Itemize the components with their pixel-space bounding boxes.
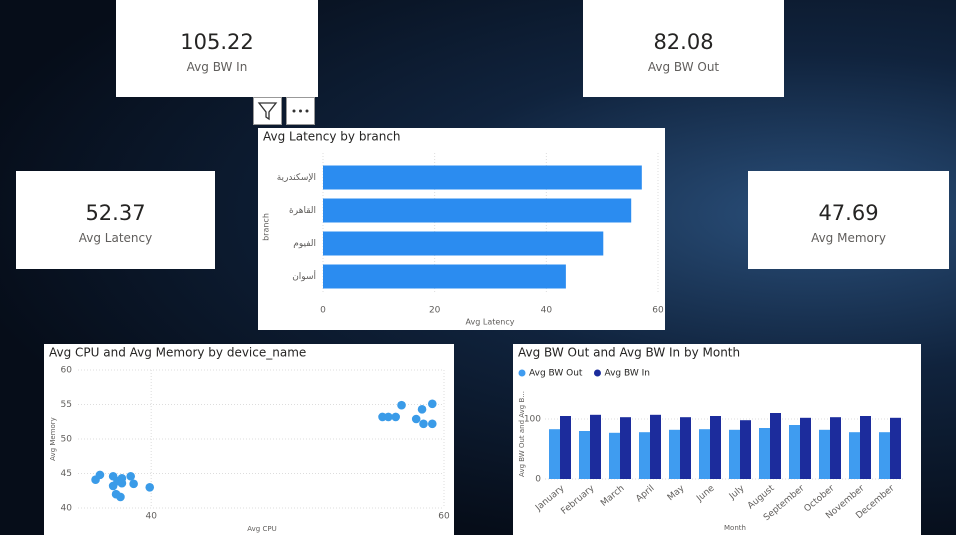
latency-chart: Avg Latency by branch 0 20 40 60 الإسكندرية ال… (258, 128, 665, 330)
kpi-label: Avg Latency (78, 231, 153, 245)
x-tick-label: 0 (320, 306, 326, 316)
x-axis-label: Avg CPU (247, 525, 276, 533)
x-tick-label: 20 (429, 306, 441, 316)
x-tick-label: February (560, 483, 597, 517)
scatter-point (126, 471, 136, 481)
y-axis-label: Avg Memory (49, 417, 57, 461)
legend-label: Avg BW Out (529, 369, 583, 379)
more-options-button[interactable] (286, 97, 315, 125)
scatter-point (417, 405, 427, 414)
x-axis-label: Avg Latency (466, 318, 515, 327)
scatter-point (427, 419, 437, 429)
bar (620, 417, 631, 479)
bar (890, 417, 901, 479)
scatter-point (116, 492, 125, 502)
kpi-label: Avg BW In (186, 60, 248, 74)
bar (323, 198, 632, 223)
bar (323, 264, 566, 289)
bar (609, 432, 620, 479)
bar (849, 432, 860, 479)
y-tick-label: 45 (61, 469, 72, 479)
y-tick-label: القاهرة (289, 206, 316, 216)
legend-marker (593, 369, 601, 377)
x-tick-label: April (634, 484, 656, 505)
chart-title: Avg BW Out and Avg BW In by Month (518, 346, 740, 360)
bar (710, 416, 721, 479)
y-axis-label: branch (262, 213, 271, 241)
y-tick-label: 40 (61, 504, 73, 514)
bar (549, 429, 560, 479)
bar (800, 417, 811, 479)
kpi-value: 82.08 (653, 30, 714, 54)
x-tick-label: 60 (438, 512, 450, 522)
kpi-card: 82.08 Avg BW Out (583, 0, 784, 97)
bar (650, 414, 661, 479)
x-tick-label: June (694, 483, 717, 504)
x-tick-label: 40 (145, 512, 157, 522)
bar (639, 432, 650, 479)
scatter-point (145, 483, 155, 492)
scatter-point (129, 479, 138, 489)
x-axis-label: Month (724, 524, 746, 532)
legend-label: Avg BW In (604, 369, 650, 379)
scatter-point (95, 470, 105, 480)
y-tick-label: الفيوم (293, 239, 316, 249)
bar (729, 429, 740, 479)
cpu-memory-chart: Avg CPU and Avg Memory by device_name 40 4… (44, 344, 454, 535)
bar (590, 414, 601, 479)
kpi-card: 105.22 Avg BW In (116, 0, 318, 97)
scatter-point (427, 399, 437, 409)
bar (740, 420, 751, 479)
x-tick-label: 60 (652, 306, 664, 316)
y-tick-label: أسوان (292, 270, 316, 282)
x-tick-label: 40 (541, 306, 553, 316)
kpi-card: 47.69 Avg Memory (748, 171, 949, 269)
x-tick-label: May (666, 483, 687, 503)
bar (579, 431, 590, 479)
y-tick-label: الإسكندرية (277, 173, 316, 183)
chart-title: Avg Latency by branch (263, 130, 401, 144)
filter-icon (257, 102, 278, 121)
kpi-value: 105.22 (180, 30, 254, 54)
kpi-card: 52.37 Avg Latency (16, 171, 215, 269)
kpi-value: 47.69 (818, 201, 879, 225)
scatter-point (391, 412, 400, 422)
scatter-point (411, 414, 421, 424)
bar (669, 429, 680, 479)
y-tick-label: 100 (524, 415, 541, 425)
x-tick-label: July (727, 483, 747, 502)
kpi-label: Avg Memory (811, 231, 886, 245)
y-axis-label: Avg BW Out and Avg B... (518, 391, 526, 477)
filter-button[interactable] (253, 97, 282, 125)
bar (699, 429, 710, 479)
kpi-label: Avg BW Out (647, 60, 720, 74)
bar (323, 165, 642, 190)
scatter-point (419, 419, 428, 429)
legend-marker (518, 369, 526, 377)
bar (830, 417, 841, 479)
bar (789, 425, 800, 479)
chart-title: Avg CPU and Avg Memory by device_name (49, 346, 306, 360)
bar (819, 429, 830, 479)
kpi-value: 52.37 (85, 201, 146, 225)
bar (680, 417, 691, 479)
bar (323, 231, 604, 256)
y-tick-label: 0 (535, 475, 541, 485)
scatter-point (384, 412, 393, 422)
bar (860, 416, 871, 479)
scatter-point (117, 478, 127, 488)
y-tick-label: 55 (61, 400, 72, 410)
y-tick-label: 60 (61, 366, 73, 376)
y-tick-label: 50 (61, 435, 73, 445)
x-tick-label: March (599, 484, 626, 509)
bar (770, 413, 781, 479)
bar (560, 416, 571, 479)
bandwidth-chart: Avg BW Out and Avg BW In by Month Avg BW … (513, 344, 921, 535)
bar (879, 432, 890, 479)
bar (759, 428, 770, 479)
more-icon (292, 109, 309, 113)
scatter-point (397, 400, 406, 410)
